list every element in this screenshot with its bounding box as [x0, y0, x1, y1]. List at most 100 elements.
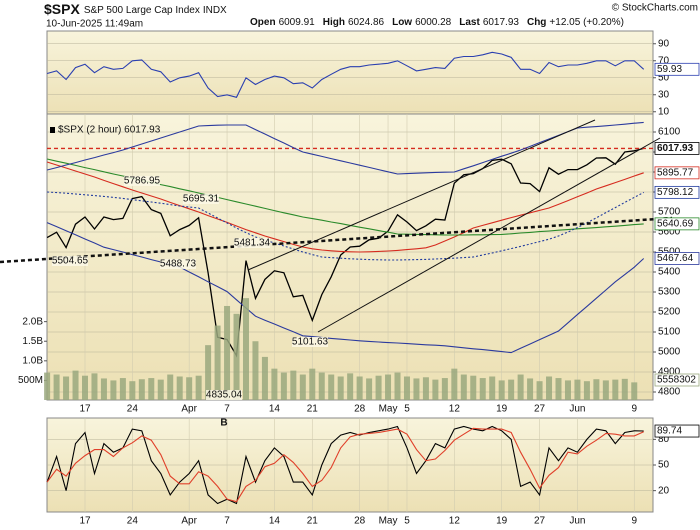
- quote-label: Open: [250, 17, 276, 28]
- series-line: [46, 51, 645, 98]
- y2-tick-label: 1.5B: [22, 336, 43, 347]
- volume-bar: [451, 368, 458, 400]
- quote-value: +12.05 (+0.20%): [549, 17, 624, 28]
- price-annotation: 5481.34: [234, 238, 271, 249]
- price-annotation: 5488.73: [160, 259, 197, 270]
- value-box: [654, 185, 700, 199]
- series-line: [46, 222, 645, 354]
- quote: Open 6009.91 High 6024.86 Low 6000.28 Last 6017…: [250, 17, 624, 28]
- volume-bar: [53, 374, 60, 400]
- volume-bar: [157, 379, 164, 400]
- series-line: [46, 427, 644, 503]
- annotation-bg: [52, 256, 88, 266]
- y-tick-label: 10: [658, 106, 670, 117]
- volume-bar: [555, 378, 562, 400]
- volume-bar: [489, 376, 496, 400]
- quote-value: 6024.86: [348, 17, 385, 28]
- volume-bar: [422, 377, 429, 400]
- volume-bar: [375, 375, 382, 400]
- volume-bar: [583, 381, 590, 400]
- series-line: [46, 425, 644, 505]
- value-label: 5640.69: [657, 219, 694, 230]
- legend-marker: [50, 127, 55, 133]
- volume-bar: [186, 377, 193, 400]
- volume-bar: [470, 375, 477, 400]
- y-tick-label: 5300: [658, 287, 681, 298]
- series-line: [46, 147, 644, 358]
- x-tick-label: 17: [79, 516, 91, 527]
- y2-tick-label: 2.0B: [22, 316, 43, 327]
- volume-bar: [517, 374, 524, 400]
- price-annotation: 5786.95: [124, 176, 161, 187]
- volume-bar: [129, 381, 136, 400]
- volume-bar: [385, 374, 392, 400]
- price-annotation: 5695.31: [183, 194, 220, 205]
- x-tick-label: May: [379, 516, 398, 527]
- value-box: [654, 166, 700, 180]
- x-tick-label: 7: [224, 516, 230, 527]
- y-tick-label: 70: [658, 55, 670, 66]
- exchange: INDX: [203, 5, 227, 16]
- x-tick-label: 21: [307, 404, 319, 415]
- volume-bar: [593, 379, 600, 400]
- value-box: [654, 252, 700, 265]
- x-tick-label: 27: [534, 404, 546, 415]
- volume-bar: [72, 370, 79, 400]
- x-tick-label: 19: [496, 516, 508, 527]
- index-name: S&P 500 Large Cap Index: [84, 5, 200, 16]
- x-tick-label: May: [379, 404, 398, 415]
- volume-bar: [214, 325, 221, 400]
- quote-value: 6009.91: [279, 17, 316, 28]
- volume-bar: [299, 374, 306, 400]
- x-tick-label: 9: [631, 516, 637, 527]
- x-tick-label: 27: [534, 516, 546, 527]
- y-tick-label: 5400: [658, 267, 681, 278]
- value-label: 5558302: [657, 375, 696, 386]
- y-tick-label: 5200: [658, 307, 681, 318]
- volume-bar: [318, 372, 325, 400]
- x-tick-label: Apr: [181, 516, 197, 527]
- symbol: $SPX: [44, 1, 80, 17]
- y-tick-label: 6100: [658, 127, 681, 138]
- volume-bar: [441, 378, 448, 400]
- volume-bar: [252, 341, 259, 400]
- annotation: B: [220, 418, 227, 429]
- volume-bar: [328, 374, 335, 400]
- volume-bar: [205, 345, 212, 400]
- volume-bar: [479, 378, 486, 400]
- volume-bar: [44, 372, 51, 400]
- price-annotation: 4835.04: [206, 390, 243, 401]
- trend-line: [247, 119, 596, 271]
- volume-bar: [460, 374, 467, 400]
- volume-bar: [564, 380, 571, 400]
- volume-bar: [413, 378, 420, 400]
- y-tick-label: 50: [658, 72, 670, 83]
- volume-bar: [508, 379, 515, 400]
- trend-line: [317, 137, 661, 333]
- volume-bar: [621, 378, 628, 400]
- quote-label: Chg: [527, 17, 546, 28]
- y-tick-label: 30: [658, 89, 670, 100]
- value-label: 6017.93: [657, 143, 694, 154]
- value-label: 89.74: [657, 426, 682, 437]
- x-tick-label: Apr: [181, 404, 197, 415]
- y-tick-label: 5100: [658, 327, 681, 338]
- x-tick-label: 28: [354, 404, 366, 415]
- annotation-bg: [206, 390, 242, 400]
- quote-label: Last: [459, 17, 480, 28]
- volume-bar: [498, 380, 505, 400]
- volume-bar: [631, 382, 638, 400]
- timestamp: 10-Jun-2025 11:49am: [46, 19, 143, 30]
- volume-bar: [167, 374, 174, 400]
- x-tick-label: 12: [449, 516, 461, 527]
- value-box: [654, 373, 700, 387]
- y-tick-label: 50: [658, 460, 670, 471]
- x-tick-label: 9: [631, 404, 637, 415]
- value-label: 5895.77: [657, 167, 694, 178]
- y-tick-label: 20: [658, 485, 670, 496]
- x-tick-label: 14: [269, 516, 281, 527]
- volume-bar: [403, 376, 410, 400]
- volume-bar: [110, 380, 117, 400]
- value-box: [654, 424, 700, 438]
